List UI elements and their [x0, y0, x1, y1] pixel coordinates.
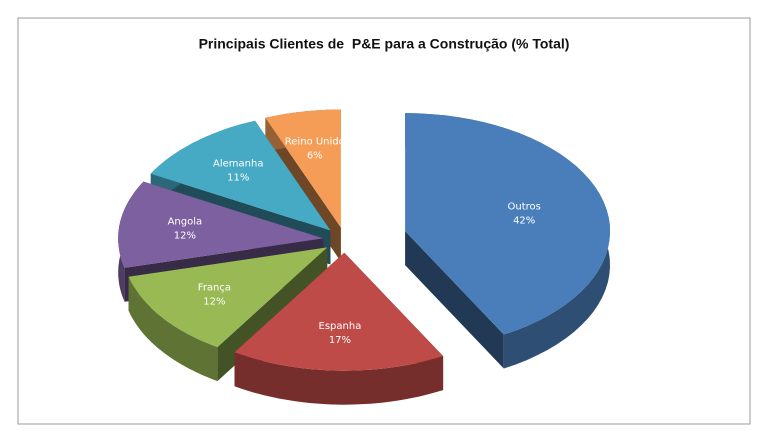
slice-value-label: 11% [227, 172, 249, 183]
slice-label: Espanha [319, 321, 362, 332]
slice-side [405, 231, 504, 369]
slice [405, 113, 610, 335]
slice-value-label: 42% [513, 216, 535, 227]
slice-label: Reino Unido [285, 137, 345, 148]
slice-label: França [198, 283, 231, 294]
slice-value-label: 17% [329, 335, 351, 346]
slice: Outros 42% [405, 113, 610, 369]
slice: Espanha 17% [234, 252, 444, 405]
slice-side [234, 352, 444, 405]
slice [118, 181, 324, 268]
slice [234, 252, 444, 371]
slice [265, 109, 341, 228]
slice-label: Outros [508, 202, 541, 213]
chart-title: Principais Clientes de P&E para a Constr… [199, 36, 570, 52]
slice-value-label: 12% [203, 297, 225, 308]
slice-value-label: 12% [174, 230, 196, 241]
slice-label: Angola [168, 216, 203, 227]
slice-label: Alemanha [213, 158, 263, 169]
slice-value-label: 6% [307, 151, 323, 162]
slice [128, 247, 328, 348]
slice-side [128, 276, 218, 382]
slice [150, 120, 331, 231]
